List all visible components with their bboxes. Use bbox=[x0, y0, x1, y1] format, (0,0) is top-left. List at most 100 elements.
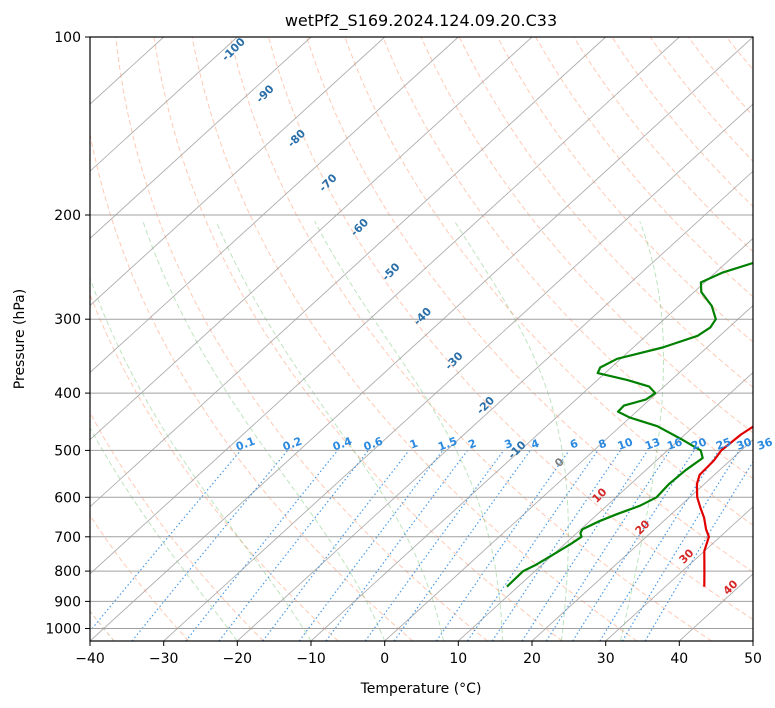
mixing-ratio-label: 13 bbox=[643, 435, 662, 452]
moist-adiabat-line bbox=[142, 221, 386, 641]
dewpoint-line bbox=[506, 261, 753, 588]
mixing-ratio-line bbox=[90, 450, 242, 632]
y-tick-label: 100 bbox=[54, 30, 81, 46]
dry-adiabat-line bbox=[382, 37, 753, 480]
mixing-ratio-line bbox=[466, 450, 599, 641]
mixing-ratio-label: 10 bbox=[616, 435, 635, 453]
mixing-ratio-label: 0.6 bbox=[362, 435, 385, 454]
x-axis-label: Temperature (°C) bbox=[360, 681, 482, 697]
isotherm-line bbox=[384, 304, 753, 641]
mixing-ratio-line bbox=[599, 450, 720, 641]
x-tick-label: 40 bbox=[670, 651, 688, 667]
y-tick-label: 300 bbox=[54, 312, 81, 328]
mixing-ratio-label: 1 bbox=[408, 437, 420, 452]
dry-adiabat-line bbox=[496, 37, 753, 343]
mixing-ratio-line bbox=[131, 450, 289, 641]
mixing-ratio-label: 3 bbox=[503, 437, 515, 452]
x-tick-label: 0 bbox=[380, 651, 389, 667]
x-axis: −40 −30 −20 −10 0 10 20 30 40 50 bbox=[75, 641, 762, 667]
mixing-ratio-label: 20 bbox=[689, 435, 708, 453]
isotherm-line bbox=[90, 37, 533, 441]
mixing-ratio-line bbox=[393, 450, 531, 641]
moist-adiabat-line bbox=[619, 221, 664, 641]
mixing-ratio-line bbox=[521, 450, 649, 641]
isotherm-line bbox=[236, 170, 753, 641]
temperature-line bbox=[695, 425, 753, 587]
mixing-ratio-label: 0.2 bbox=[281, 435, 304, 454]
dry-adiabat-line bbox=[344, 37, 753, 526]
x-tick-label: −30 bbox=[149, 651, 179, 667]
isotherm-line bbox=[90, 37, 238, 172]
isotherm-line bbox=[90, 37, 459, 374]
x-tick-label: −10 bbox=[296, 651, 326, 667]
dry-adiabat-line bbox=[90, 293, 339, 641]
x-tick-label: −40 bbox=[75, 651, 105, 667]
y-tick-label: 600 bbox=[54, 490, 81, 506]
x-tick-label: 50 bbox=[744, 651, 762, 667]
mixing-ratio-label: 6 bbox=[568, 437, 580, 452]
mixing-ratio-line bbox=[325, 450, 468, 641]
mixing-ratio-line bbox=[262, 450, 410, 641]
isotherm-line bbox=[163, 103, 753, 641]
y-tick-label: 500 bbox=[54, 443, 81, 459]
plot-frame bbox=[89, 36, 754, 642]
x-tick-label: −20 bbox=[223, 651, 253, 667]
pressure-grid bbox=[90, 37, 753, 629]
mixing-ratio-line bbox=[491, 450, 621, 641]
x-tick-label: 30 bbox=[597, 651, 615, 667]
dry-adiabat-line bbox=[649, 37, 753, 163]
x-tick-label: 10 bbox=[449, 651, 467, 667]
mixing-ratio-label: 30 bbox=[735, 435, 754, 453]
isotherm-line bbox=[90, 37, 753, 641]
isotherm-line bbox=[531, 439, 753, 641]
mixing-ratio-label: 1.5 bbox=[436, 435, 459, 454]
mixing-ratio-label: 2 bbox=[466, 437, 478, 452]
isotherm-line bbox=[310, 237, 753, 641]
y-tick-label: 900 bbox=[54, 594, 81, 610]
dry-adiabat-line bbox=[90, 131, 414, 641]
y-tick-label: 700 bbox=[54, 530, 81, 546]
moist-adiabat-line bbox=[314, 221, 503, 641]
dry-adiabat-line bbox=[458, 37, 753, 388]
mixing-ratio-line bbox=[435, 450, 570, 641]
dry-adiabat-line bbox=[115, 37, 488, 641]
dry-adiabat-line bbox=[191, 37, 638, 641]
moist-adiabat-line bbox=[454, 221, 569, 641]
y-axis: 100 200 300 400 500 600 700 800 900 1000 bbox=[45, 30, 90, 638]
mixing-ratio-label: 8 bbox=[597, 437, 609, 452]
y-tick-label: 800 bbox=[54, 564, 81, 580]
chart-title: wetPf2_S169.2024.124.09.20.C33 bbox=[285, 11, 557, 31]
dry-adiabat-line bbox=[268, 37, 753, 621]
moist-adiabat-line bbox=[90, 276, 312, 641]
mixing-ratio-label: 16 bbox=[665, 435, 684, 453]
isotherm-line bbox=[457, 371, 753, 641]
mixing-ratio-label: 0.1 bbox=[234, 435, 257, 454]
isotherm-line bbox=[605, 506, 753, 641]
isotherm-line bbox=[90, 37, 386, 307]
mixing-ratio-line bbox=[364, 450, 505, 641]
mixing-ratio-line bbox=[185, 450, 339, 641]
x-tick-label: 20 bbox=[523, 651, 541, 667]
y-tick-label: 1000 bbox=[45, 622, 81, 638]
y-tick-label: 200 bbox=[54, 208, 81, 224]
mixing-ratio-label: 0.4 bbox=[331, 435, 354, 454]
mixing-ratio-line bbox=[298, 450, 444, 641]
mixing-ratio-label: 25 bbox=[714, 435, 733, 452]
mixing-ratio-line bbox=[621, 450, 740, 641]
mixing-ratio-label: 4 bbox=[529, 437, 541, 452]
isotherm-line bbox=[90, 37, 312, 239]
isotherm-line bbox=[90, 37, 680, 575]
profile-series bbox=[506, 261, 753, 588]
moist-adiabat-line bbox=[90, 426, 238, 641]
background-lines bbox=[90, 37, 753, 641]
mixing-ratio-label: 36 bbox=[755, 435, 774, 453]
mixing-ratio-line bbox=[545, 450, 671, 641]
isotherm-line bbox=[90, 37, 607, 508]
y-axis-label: Pressure (hPa) bbox=[12, 289, 28, 389]
dry-adiabat-line bbox=[306, 37, 753, 573]
mixing-ratio-line bbox=[572, 450, 695, 641]
dry-adiabat-line bbox=[535, 37, 753, 298]
dry-adiabat-line bbox=[90, 514, 190, 641]
